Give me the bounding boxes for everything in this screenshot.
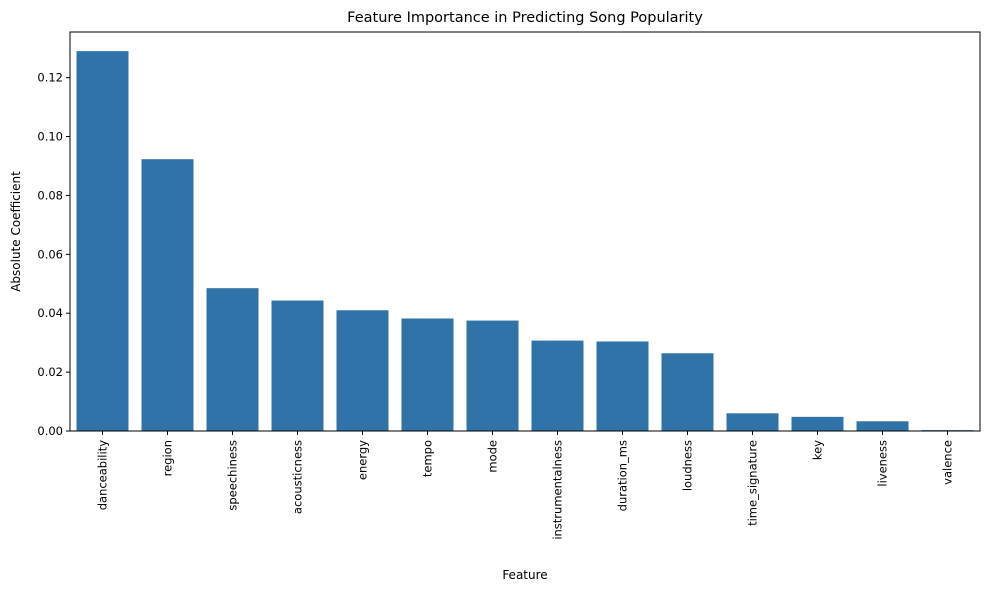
x-tick-label: energy — [356, 440, 370, 480]
bar-key — [791, 416, 844, 431]
chart-title: Feature Importance in Predicting Song Po… — [347, 10, 703, 26]
x-tick-label: danceability — [96, 440, 110, 510]
bar-time-signature — [726, 413, 779, 431]
bar-speechiness — [206, 288, 259, 431]
x-tick-label: region — [161, 440, 175, 476]
bar-mode — [466, 320, 519, 431]
y-tick-label: 0.02 — [37, 365, 63, 379]
x-tick-label: tempo — [421, 440, 435, 477]
y-tick-label: 0.08 — [37, 188, 63, 202]
y-tick-label: 0.06 — [37, 247, 63, 261]
x-tick-label: speechiness — [226, 440, 240, 511]
y-axis: 0.00 0.02 0.04 0.06 0.08 0.10 0.12 — [37, 71, 70, 438]
y-axis-label: Absolute Coefficient — [9, 171, 23, 292]
bar-danceability — [76, 51, 129, 431]
x-tick-label: key — [811, 440, 825, 460]
bar-duration-ms — [596, 341, 649, 431]
bar-loudness — [661, 353, 714, 431]
bar-energy — [336, 310, 389, 431]
x-tick-label: valence — [941, 440, 955, 485]
plot-frame — [69, 31, 981, 432]
bar-tempo — [401, 318, 454, 431]
y-tick-label: 0.10 — [37, 130, 63, 144]
x-tick-label: instrumentalness — [551, 440, 565, 540]
x-axis: danceability region speechiness acousticnes… — [96, 431, 955, 540]
bar-acousticness — [271, 300, 324, 431]
bar-region — [141, 159, 194, 431]
x-tick-label: loudness — [681, 440, 695, 491]
x-tick-label: time_signature — [746, 440, 760, 526]
bar-instrumentalness — [531, 340, 584, 431]
x-tick-label: duration_ms — [616, 440, 630, 511]
x-axis-label: Feature — [502, 568, 547, 582]
y-tick-label: 0.04 — [37, 306, 63, 320]
y-tick-label: 0.00 — [37, 424, 63, 438]
bars-group — [76, 51, 974, 431]
x-tick-label: liveness — [876, 440, 890, 487]
x-tick-label: acousticness — [291, 440, 305, 514]
x-tick-label: mode — [486, 440, 500, 473]
bar-liveness — [856, 421, 909, 431]
y-tick-label: 0.12 — [37, 71, 63, 85]
